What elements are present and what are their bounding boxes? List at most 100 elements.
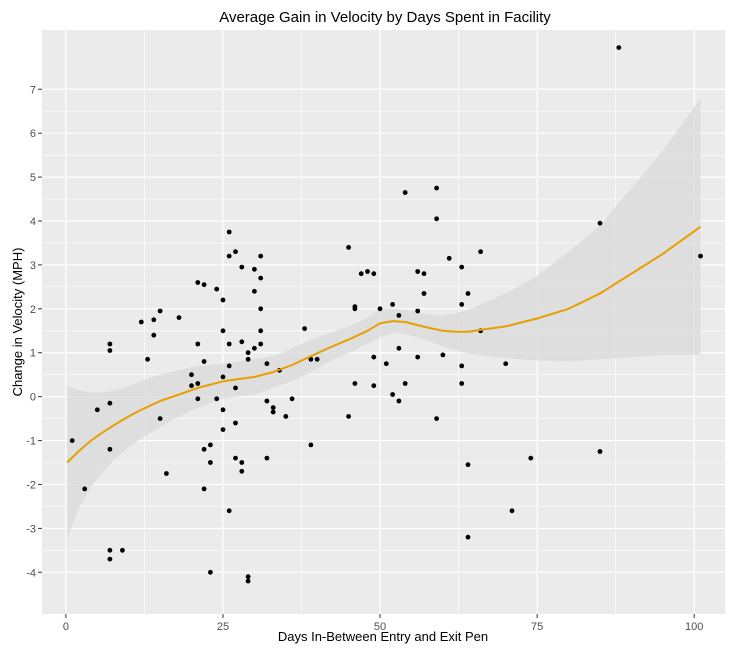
data-point (597, 449, 603, 454)
data-point (616, 45, 622, 50)
data-point (151, 317, 157, 323)
data-point (107, 348, 113, 353)
data-point (245, 578, 251, 584)
data-point (233, 385, 238, 391)
data-point (434, 216, 439, 222)
data-point (245, 350, 251, 356)
data-point (245, 574, 251, 580)
data-point (201, 446, 207, 452)
data-point (233, 249, 238, 255)
data-point (358, 271, 364, 277)
data-point (239, 468, 245, 474)
data-point (252, 345, 257, 351)
data-point (459, 302, 465, 307)
data-point (220, 427, 226, 432)
y-tick-label: 2 (30, 304, 36, 316)
data-point (597, 220, 603, 226)
data-point (220, 374, 226, 380)
data-point (226, 253, 232, 259)
data-point (698, 253, 703, 259)
data-point (245, 356, 251, 362)
data-point (390, 302, 395, 307)
data-point (157, 416, 163, 421)
data-point (226, 363, 232, 369)
data-point (383, 361, 389, 367)
y-tick-label: 3 (30, 260, 36, 272)
data-point (258, 306, 264, 312)
confidence-band (67, 98, 701, 540)
data-point (396, 313, 402, 318)
data-point (233, 420, 238, 426)
data-point (145, 356, 151, 362)
data-point (421, 291, 427, 296)
x-axis-ticks: 0 25 50 75 100 (63, 614, 703, 633)
data-point (528, 455, 534, 461)
x-tick-label: 0 (63, 621, 69, 633)
data-point (396, 398, 402, 404)
data-point (151, 332, 157, 338)
data-point (352, 381, 358, 386)
data-point (415, 308, 421, 314)
data-point (346, 414, 351, 419)
data-point (258, 275, 264, 281)
data-point (421, 271, 427, 277)
data-point (503, 361, 509, 367)
data-point (94, 407, 100, 413)
data-point (252, 288, 257, 294)
data-point (107, 400, 113, 406)
data-point (465, 291, 471, 296)
data-point (239, 339, 245, 345)
data-point (195, 341, 201, 347)
data-point (283, 414, 289, 419)
data-point (509, 508, 515, 514)
data-point (371, 354, 377, 360)
data-point (377, 306, 383, 312)
data-point (220, 297, 226, 303)
y-tick-label: 0 (30, 392, 36, 404)
x-axis-title: Days In-Between Entry and Exit Pen (278, 629, 488, 644)
data-point (459, 363, 465, 369)
y-axis-title: Change in Velocity (MPH) (10, 248, 25, 397)
y-tick-label: 4 (30, 216, 36, 228)
y-tick-label: 1 (30, 348, 36, 360)
data-point (365, 269, 370, 274)
data-point (239, 264, 245, 270)
data-point (164, 471, 169, 476)
data-point (189, 372, 194, 378)
data-point (440, 352, 446, 358)
data-point (352, 306, 358, 312)
data-point (308, 442, 314, 448)
data-point (314, 356, 320, 362)
x-tick-label: 75 (531, 621, 543, 633)
x-tick-label: 50 (374, 621, 386, 633)
data-point (214, 286, 220, 292)
data-point (402, 381, 408, 386)
data-point (138, 319, 144, 325)
data-point (270, 405, 276, 410)
y-tick-label: -2 (26, 479, 36, 491)
data-point (69, 438, 75, 443)
y-tick-label: -1 (26, 436, 36, 448)
data-point (371, 383, 377, 389)
data-point (226, 229, 232, 235)
data-point (214, 396, 220, 402)
data-point (195, 381, 201, 386)
data-point (264, 455, 270, 461)
data-point (82, 486, 88, 492)
data-point (371, 271, 377, 277)
data-point (220, 407, 226, 413)
y-tick-label: 6 (30, 128, 36, 140)
data-points (69, 45, 703, 584)
y-tick-label: 7 (30, 84, 36, 96)
data-point (446, 255, 452, 261)
data-point (208, 460, 213, 465)
data-point (434, 416, 439, 421)
data-point (201, 359, 207, 364)
data-point (208, 569, 213, 575)
data-point (107, 556, 113, 562)
data-point (226, 341, 232, 347)
data-point (289, 396, 295, 402)
data-point (233, 455, 238, 461)
